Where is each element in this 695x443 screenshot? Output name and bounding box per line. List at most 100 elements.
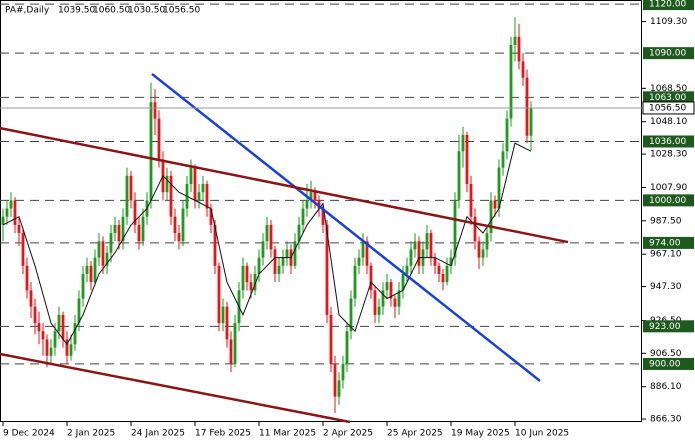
y-tick-label: 906.50: [650, 349, 682, 359]
candle-body: [205, 184, 209, 209]
candle-body: [177, 233, 181, 242]
candle-body: [221, 306, 225, 324]
candle-body: [153, 102, 157, 119]
candle-body: [457, 151, 461, 201]
x-tick-label: 11 Mar 2025: [259, 429, 316, 439]
level-label-box: [643, 357, 694, 370]
candle-body: [25, 265, 29, 291]
trendline: [0, 352, 351, 424]
candle-body: [209, 208, 213, 225]
symbol: PA#,Daily: [5, 6, 50, 16]
candle-body: [109, 233, 113, 253]
level-label-box: [643, 194, 694, 207]
candle-body: [285, 249, 289, 258]
candle-body: [477, 241, 481, 258]
x-tick-label: 2 Apr 2025: [323, 429, 373, 439]
candle-body: [217, 265, 221, 324]
candle-body: [45, 339, 49, 356]
candle-body: [517, 36, 521, 62]
candle-body: [445, 265, 449, 283]
candle-body: [373, 290, 377, 315]
candle-body: [329, 314, 333, 364]
candle-body: [249, 282, 253, 291]
candle-body: [469, 184, 473, 217]
candle-body: [393, 298, 397, 307]
candle-body: [381, 290, 385, 307]
candle-body: [213, 224, 217, 266]
candle-body: [33, 306, 37, 324]
candle-body: [529, 107, 533, 136]
y-tick-label: 947.30: [650, 282, 682, 292]
candle-body: [269, 224, 273, 250]
candle-body: [85, 265, 89, 274]
candle-body: [1, 216, 5, 225]
candle-body: [281, 257, 285, 266]
candle-body: [181, 208, 185, 242]
y-tick-label: 987.50: [650, 216, 682, 226]
level-label-box: [643, 0, 694, 11]
candle-body: [465, 134, 469, 185]
candle-body: [337, 380, 341, 397]
candle-body: [513, 36, 517, 45]
x-tick-label: 25 Apr 2025: [387, 429, 443, 439]
current-price-label: 1056.50: [649, 103, 686, 113]
candle-body: [65, 339, 69, 356]
candle-body: [453, 200, 457, 258]
header-ohlc: 1039.50: [58, 6, 95, 16]
level-label-box: [643, 320, 694, 333]
candle-body: [369, 265, 373, 291]
candle-body: [485, 233, 489, 250]
candle-body: [353, 265, 357, 299]
candle-body: [41, 331, 45, 340]
candle-body: [297, 224, 301, 242]
candle-body: [29, 290, 33, 307]
candle-body: [489, 200, 493, 234]
candle-body: [53, 331, 57, 348]
candle-body: [17, 224, 21, 234]
candle-body: [481, 249, 485, 258]
candle-body: [57, 314, 61, 332]
candle-body: [193, 167, 197, 201]
y-tick-label: 1048.10: [650, 117, 687, 127]
candle-body: [93, 257, 97, 283]
candle-body: [357, 257, 361, 266]
candle-body: [157, 118, 161, 160]
candle-body: [69, 344, 73, 356]
candle-body: [417, 241, 421, 266]
candle-body: [501, 151, 505, 168]
candle-body: [49, 347, 53, 356]
header-ohlc: 1030.50: [128, 6, 165, 16]
candle-body: [169, 175, 173, 217]
candle-body: [149, 102, 153, 201]
candle-body: [321, 208, 325, 225]
candle-body: [509, 44, 513, 119]
moving-average: [2, 142, 532, 346]
candle-body: [397, 290, 401, 307]
level-label: 1000.00: [649, 196, 686, 206]
candle-body: [449, 257, 453, 266]
candle-body: [333, 363, 337, 397]
candle-body: [425, 233, 429, 250]
candle-body: [21, 233, 25, 266]
candle-body: [37, 323, 41, 332]
plot-frame: [0, 0, 642, 422]
candle-body: [245, 265, 249, 283]
candle-body: [377, 306, 381, 315]
candle-body: [401, 273, 405, 291]
candle-body: [341, 363, 345, 381]
level-label-box: [643, 47, 694, 60]
candle-body: [261, 241, 265, 258]
header: PA#,Daily: [5, 6, 50, 16]
candle-body: [505, 118, 509, 152]
candle-body: [265, 224, 269, 242]
candle-body: [521, 61, 525, 78]
candle-body: [241, 265, 245, 291]
level-label-box: [643, 91, 694, 104]
candle-body: [225, 306, 229, 340]
candle-body: [493, 200, 497, 209]
x-tick-label: 24 Jan 2025: [131, 429, 185, 439]
candle-body: [125, 175, 129, 217]
candle-body: [117, 224, 121, 242]
candle-body: [61, 314, 65, 340]
